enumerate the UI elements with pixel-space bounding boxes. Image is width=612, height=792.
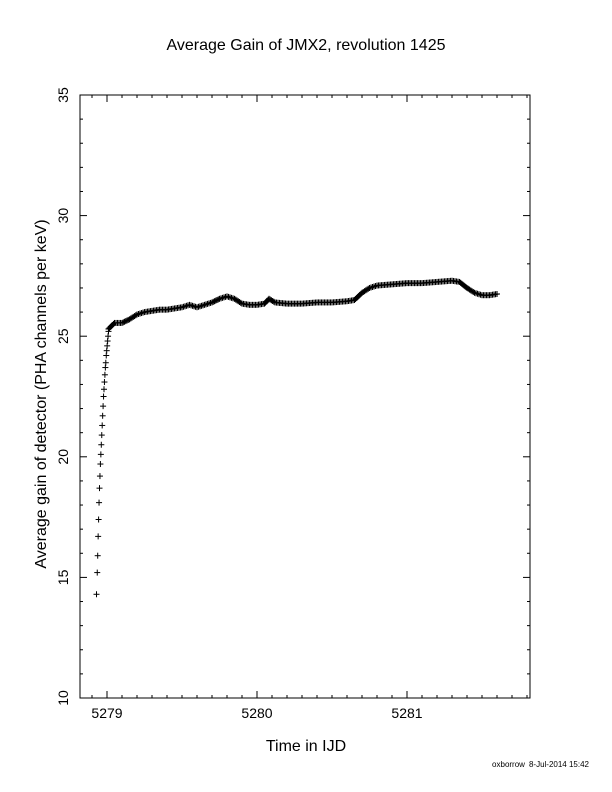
data-point xyxy=(97,461,104,468)
data-point xyxy=(102,359,109,366)
x-tick-label: 5279 xyxy=(91,705,122,721)
data-point xyxy=(98,432,105,439)
data-point xyxy=(237,299,244,306)
data-point xyxy=(132,312,139,319)
x-tick-label: 5281 xyxy=(391,705,422,721)
data-point xyxy=(100,393,107,400)
data-point xyxy=(98,441,105,448)
data-point xyxy=(100,403,107,410)
data-point xyxy=(97,451,104,458)
x-tick-label: 5280 xyxy=(241,705,272,721)
data-points xyxy=(93,277,500,598)
y-tick-label: 20 xyxy=(55,449,71,465)
axis-ticks xyxy=(80,94,530,699)
data-point xyxy=(96,473,103,480)
y-tick-label: 25 xyxy=(55,328,71,344)
data-point xyxy=(95,533,102,540)
y-tick-label: 10 xyxy=(55,690,71,706)
data-point xyxy=(95,516,102,523)
data-point xyxy=(270,298,277,305)
data-point xyxy=(470,288,477,295)
data-point xyxy=(99,422,106,429)
data-point xyxy=(93,591,100,598)
data-point xyxy=(494,290,500,297)
chart-title: Average Gain of JMX2, revolution 1425 xyxy=(166,37,446,54)
y-axis-label: Average gain of detector (PHA channels p… xyxy=(33,219,50,569)
footer-date: 8-Jul-2014 15:42 xyxy=(528,760,589,769)
y-tick-label: 35 xyxy=(55,87,71,103)
data-point xyxy=(94,552,101,559)
y-tick-label: 15 xyxy=(55,569,71,585)
data-point xyxy=(101,386,107,393)
data-point xyxy=(365,285,372,292)
x-axis-label: Time in IJD xyxy=(265,738,347,755)
data-point xyxy=(101,371,108,378)
plot-frame xyxy=(79,94,531,699)
data-point xyxy=(94,569,101,576)
data-point xyxy=(215,296,222,303)
data-point xyxy=(96,499,103,506)
y-tick-label: 30 xyxy=(55,208,71,224)
footer-stamp: oxborrow 8-Jul-2014 15:42 xyxy=(488,760,589,769)
footer-user: oxborrow xyxy=(492,760,525,769)
data-point xyxy=(99,412,106,419)
data-point xyxy=(96,485,103,492)
data-point xyxy=(101,379,108,386)
tick-labels: 10 15 20 25 30 35 5279 5280 5281 xyxy=(55,87,423,721)
